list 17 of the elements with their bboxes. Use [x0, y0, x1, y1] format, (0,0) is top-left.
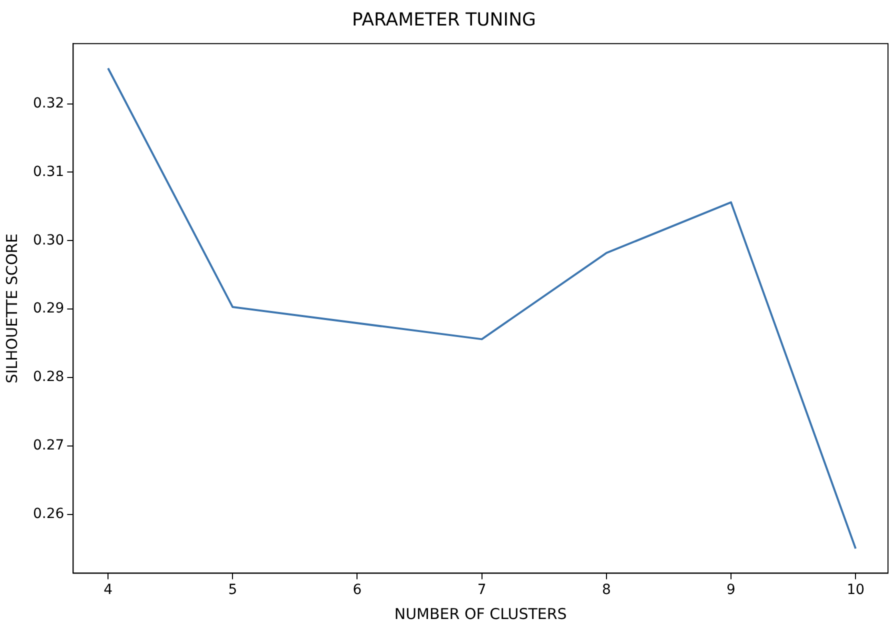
x-tick-label: 8 [602, 582, 611, 598]
y-tick-label: 0.27 [33, 438, 64, 454]
y-tick-label: 0.28 [33, 369, 64, 386]
x-tick-label: 5 [228, 582, 238, 598]
x-tick-label: 10 [846, 582, 865, 598]
y-tick-label: 0.26 [33, 506, 64, 522]
y-axis-title: SILHOUETTE SCORE [2, 233, 21, 384]
y-tick-label: 0.30 [33, 232, 64, 248]
x-axis-title: NUMBER OF CLUSTERS [394, 604, 567, 623]
x-tick-label: 4 [104, 582, 113, 598]
y-tick-label: 0.29 [33, 300, 64, 317]
chart-title: PARAMETER TUNING [352, 9, 536, 30]
x-tick-label: 9 [726, 582, 736, 598]
y-tick-label: 0.32 [33, 95, 64, 112]
x-tick-label: 6 [352, 582, 362, 598]
x-tick-label: 7 [477, 582, 486, 598]
y-tick-label: 0.31 [33, 164, 64, 180]
